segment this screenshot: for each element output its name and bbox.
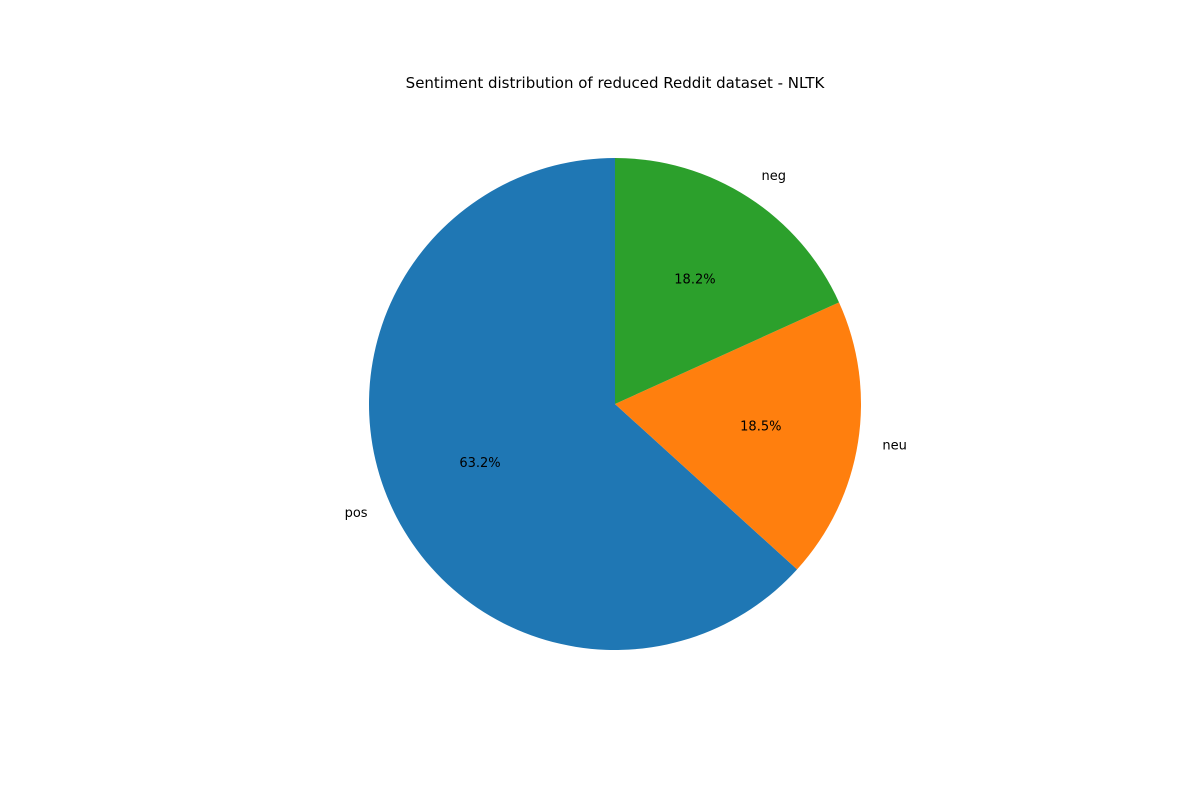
chart-title: Sentiment distribution of reduced Reddit… <box>406 74 826 92</box>
slice-label-neg: neg <box>762 169 787 184</box>
slice-label-neu: neu <box>882 438 906 453</box>
slice-percent-pos: 63.2% <box>459 456 500 471</box>
pie-slice-pos <box>368 158 798 650</box>
pie-slice-neg <box>615 158 840 404</box>
slice-label-pos: pos <box>345 506 368 521</box>
pie-slices <box>368 158 861 650</box>
slice-percent-neg: 18.2% <box>674 272 715 287</box>
slice-percent-neu: 18.5% <box>740 419 781 434</box>
pie-slice-neu <box>615 302 861 570</box>
pie-labels: pos 63.2% neu 18.5% neg 18.2% <box>345 169 907 521</box>
